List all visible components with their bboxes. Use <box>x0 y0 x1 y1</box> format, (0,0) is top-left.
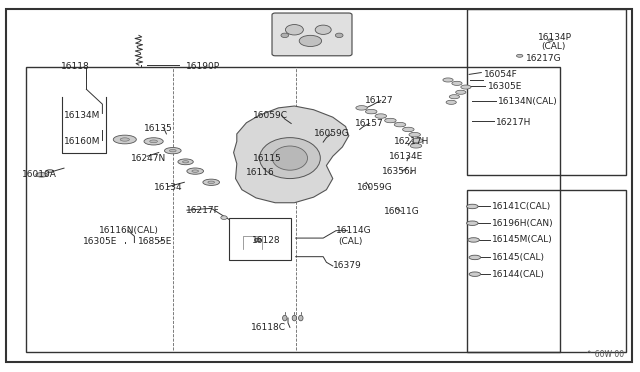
Bar <box>229 218 291 260</box>
Ellipse shape <box>178 159 193 165</box>
Ellipse shape <box>409 132 420 137</box>
Ellipse shape <box>403 127 414 132</box>
Text: ^ 60W 00: ^ 60W 00 <box>586 350 624 359</box>
Ellipse shape <box>365 109 377 114</box>
Text: 16114G: 16114G <box>336 226 372 235</box>
Text: (CAL): (CAL) <box>541 42 565 51</box>
Text: 16196H(CAN): 16196H(CAN) <box>492 219 553 228</box>
Circle shape <box>335 33 343 38</box>
Text: 16059C: 16059C <box>253 111 288 120</box>
Text: 16134N(CAL): 16134N(CAL) <box>498 97 557 106</box>
Polygon shape <box>234 106 349 203</box>
Ellipse shape <box>283 315 287 321</box>
Ellipse shape <box>461 85 471 89</box>
Ellipse shape <box>375 114 387 118</box>
Ellipse shape <box>356 106 367 110</box>
Ellipse shape <box>468 238 479 242</box>
Ellipse shape <box>170 150 176 152</box>
Text: 16118: 16118 <box>61 62 90 71</box>
Text: 16134P: 16134P <box>538 33 572 42</box>
Ellipse shape <box>315 25 332 35</box>
Ellipse shape <box>46 170 54 173</box>
Bar <box>26 67 560 352</box>
Text: 16305E: 16305E <box>488 82 522 91</box>
Ellipse shape <box>192 170 198 172</box>
Text: 16379: 16379 <box>333 262 362 270</box>
Text: 16134M: 16134M <box>64 111 100 120</box>
Text: 16217H: 16217H <box>394 137 429 146</box>
Text: 16217G: 16217G <box>526 54 562 63</box>
Text: 16135: 16135 <box>144 124 173 133</box>
Text: 16145M(CAL): 16145M(CAL) <box>492 235 552 244</box>
Ellipse shape <box>467 204 478 209</box>
Text: 16127: 16127 <box>365 96 394 105</box>
Text: 16115: 16115 <box>253 154 282 163</box>
Ellipse shape <box>273 146 308 170</box>
Text: 16059G: 16059G <box>357 183 393 192</box>
Text: 16217F: 16217F <box>186 206 220 215</box>
Ellipse shape <box>548 39 553 42</box>
Text: 16144(CAL): 16144(CAL) <box>492 270 545 279</box>
Text: 16356H: 16356H <box>382 167 417 176</box>
Ellipse shape <box>150 140 157 143</box>
Text: 16059G: 16059G <box>314 129 349 138</box>
Bar <box>467 190 626 352</box>
Text: 16116: 16116 <box>246 169 275 177</box>
Ellipse shape <box>410 144 422 148</box>
Ellipse shape <box>36 173 47 177</box>
Text: 16011G: 16011G <box>384 207 420 216</box>
Ellipse shape <box>187 168 204 174</box>
Ellipse shape <box>456 90 466 94</box>
Bar <box>467 9 626 175</box>
Ellipse shape <box>467 221 478 225</box>
Ellipse shape <box>292 315 297 321</box>
Ellipse shape <box>412 138 423 143</box>
Text: 16160M: 16160M <box>64 137 100 146</box>
Ellipse shape <box>443 78 453 82</box>
Ellipse shape <box>449 95 460 99</box>
Ellipse shape <box>446 100 456 105</box>
Ellipse shape <box>298 315 303 321</box>
Text: 16118C: 16118C <box>251 323 286 332</box>
Ellipse shape <box>385 118 396 123</box>
Ellipse shape <box>208 181 214 183</box>
Ellipse shape <box>144 138 163 145</box>
Ellipse shape <box>260 138 321 179</box>
Text: 16855E: 16855E <box>138 237 172 246</box>
Ellipse shape <box>182 161 189 163</box>
Text: 16128: 16128 <box>252 236 280 245</box>
Text: 16247N: 16247N <box>131 154 166 163</box>
Text: 16116N(CAL): 16116N(CAL) <box>99 226 159 235</box>
Ellipse shape <box>203 179 220 185</box>
Text: 16054F: 16054F <box>484 70 518 79</box>
Text: 16145(CAL): 16145(CAL) <box>492 253 545 262</box>
Text: 16141C(CAL): 16141C(CAL) <box>492 202 551 211</box>
Ellipse shape <box>221 216 227 219</box>
Text: $\checkmark$: $\checkmark$ <box>408 168 415 174</box>
Ellipse shape <box>452 81 462 86</box>
Text: (CAL): (CAL) <box>338 237 362 246</box>
Ellipse shape <box>469 255 481 260</box>
Ellipse shape <box>255 238 261 242</box>
Circle shape <box>281 33 289 38</box>
Ellipse shape <box>516 54 523 57</box>
Text: 16157: 16157 <box>355 119 384 128</box>
Ellipse shape <box>394 122 406 127</box>
Text: 16305E: 16305E <box>83 237 118 246</box>
Ellipse shape <box>164 148 181 154</box>
Ellipse shape <box>300 35 321 46</box>
Text: 16217H: 16217H <box>496 118 531 126</box>
Text: 16190P: 16190P <box>186 62 220 71</box>
Text: 16134: 16134 <box>154 183 182 192</box>
Ellipse shape <box>120 138 129 141</box>
Ellipse shape <box>113 135 136 144</box>
Text: 16134E: 16134E <box>389 153 424 161</box>
Ellipse shape <box>285 25 303 35</box>
Ellipse shape <box>469 272 481 276</box>
Text: 16010A: 16010A <box>22 170 57 179</box>
FancyBboxPatch shape <box>272 13 352 56</box>
